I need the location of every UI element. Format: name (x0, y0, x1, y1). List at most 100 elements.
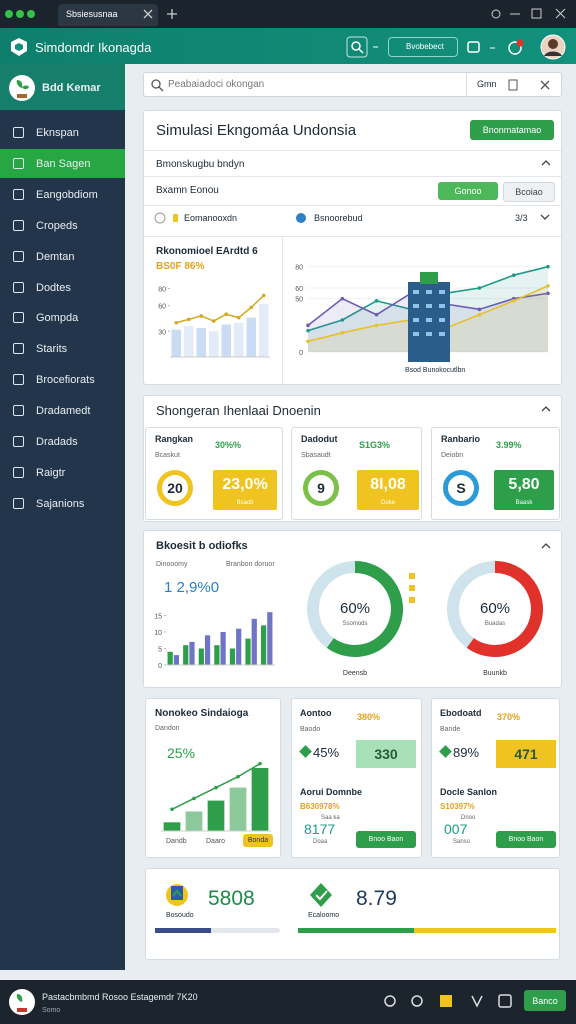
taskbar-icons[interactable] (382, 992, 517, 1010)
sidebar (0, 64, 125, 970)
y-tick-label: 60 (295, 286, 303, 293)
chevron[interactable] (540, 541, 552, 551)
metric-button[interactable]: Bnoo Baon (496, 831, 556, 848)
sidebar-item[interactable]: Ban Sagen (36, 157, 91, 170)
indicator-value-note: Baask (515, 500, 533, 506)
metric-delta: 45% (313, 745, 340, 760)
sidebar-item[interactable]: Starits (36, 343, 68, 356)
y-tick-label: 10 (154, 630, 162, 637)
growth-title: Bkoesit b odiofks (156, 540, 248, 552)
separator (144, 205, 561, 206)
metric-button[interactable]: Bnoo Baon (356, 831, 416, 848)
y-tick-label: 15 (154, 614, 162, 621)
search-tools[interactable] (505, 76, 557, 94)
header-icons[interactable] (466, 37, 536, 59)
bar-chart: 30 60 80 (158, 287, 270, 358)
bar (221, 324, 231, 357)
metric-title: Ebodoatd (440, 708, 482, 718)
taskbar-subtitle: Somo (42, 1007, 61, 1014)
search-bar[interactable] (143, 72, 562, 97)
chevron[interactable] (539, 212, 551, 222)
sidebar-item[interactable]: Eangobdiom (36, 188, 98, 201)
simulation-title: Simulasi Ekngomáa Undonsia (156, 122, 357, 139)
summary-card (145, 868, 560, 960)
sidebar-item[interactable]: Eknspan (36, 127, 79, 139)
progress-track (155, 928, 280, 933)
indicator-note: Deiobn (441, 452, 464, 459)
bar (229, 648, 236, 665)
indicators-title: Shongeran Ihenlaai Dnoenin (156, 403, 321, 418)
indicator-name: Rangkan (155, 434, 194, 444)
tab-controls (143, 9, 177, 19)
progress-bar (414, 928, 556, 933)
search-icon[interactable] (346, 36, 390, 58)
point (546, 264, 550, 269)
apply-button[interactable]: Gonoo (438, 182, 498, 200)
sidebar-item[interactable]: Brocefiorats (36, 374, 95, 387)
bar (209, 331, 219, 357)
chevron[interactable] (540, 158, 552, 168)
avatar[interactable] (540, 34, 566, 60)
point (306, 328, 310, 333)
indicator-pct: S1G3% (359, 440, 391, 450)
metric-sub-note: Sanso (453, 839, 471, 845)
point (261, 293, 266, 298)
y-tick-label: 30 (158, 329, 166, 336)
y-tick-label: 80 (295, 265, 303, 272)
app-header (0, 28, 576, 64)
tab-left[interactable]: Eomanooxdn (184, 213, 238, 223)
sidebar-item[interactable]: Dradads (36, 436, 78, 448)
sidebar-item[interactable]: Dradamedt (36, 405, 91, 418)
point (340, 296, 345, 301)
donut-segment (326, 561, 403, 657)
sidebar-item[interactable]: Demtan (36, 250, 75, 263)
bar (234, 322, 244, 357)
primary-button[interactable]: Bnonmatamao (470, 120, 554, 140)
summary-icon (310, 883, 332, 907)
tab-right-icon (296, 213, 306, 223)
point (211, 319, 216, 323)
tab-left-icon[interactable] (153, 211, 181, 225)
metric-sub-value: 007 (444, 821, 468, 837)
bar (204, 635, 211, 665)
point (374, 312, 379, 317)
progress-bar (298, 928, 415, 933)
sidebar-icon (13, 466, 24, 478)
sidebar-icon (13, 250, 24, 262)
metric-box (496, 740, 556, 768)
indicator-value: 8I,08 (370, 476, 406, 493)
header-search[interactable] (388, 37, 458, 57)
sidebar-item[interactable]: Sajanions (36, 497, 85, 510)
search-button[interactable]: Gmn (477, 79, 497, 89)
tab[interactable] (58, 4, 158, 26)
sidebar-item[interactable]: Gompda (36, 312, 79, 325)
chevron[interactable] (540, 404, 552, 414)
reset-button[interactable]: Bcoiao (503, 182, 555, 202)
logo (11, 38, 27, 56)
point (199, 314, 204, 318)
bar (171, 329, 181, 357)
sidebar-item[interactable]: Raigtr (36, 466, 66, 479)
taskbar-button[interactable]: Banco (524, 990, 566, 1011)
sidebar-icon (13, 281, 24, 293)
sidebar-icon (13, 127, 24, 138)
brand-logo (9, 75, 35, 101)
point (374, 323, 379, 328)
point (511, 273, 516, 277)
point (306, 323, 310, 328)
separator (144, 236, 561, 237)
bar (167, 651, 173, 665)
point (477, 286, 482, 290)
sidebar-brand: Bdd Kemar (42, 82, 101, 94)
tab-right[interactable]: Bsnoorebud (314, 213, 363, 223)
sidebar-icon (13, 157, 24, 169)
point (249, 305, 254, 310)
donut-label: 60% (340, 600, 370, 617)
sidebar-item[interactable]: Cropeds (36, 219, 78, 232)
point (170, 807, 174, 812)
sidebar-item[interactable]: Dodtes (36, 281, 71, 294)
y-tick-label: 5 (158, 647, 162, 654)
indicator-name: Dadodut (301, 434, 338, 444)
sidebar-icon (13, 436, 24, 447)
